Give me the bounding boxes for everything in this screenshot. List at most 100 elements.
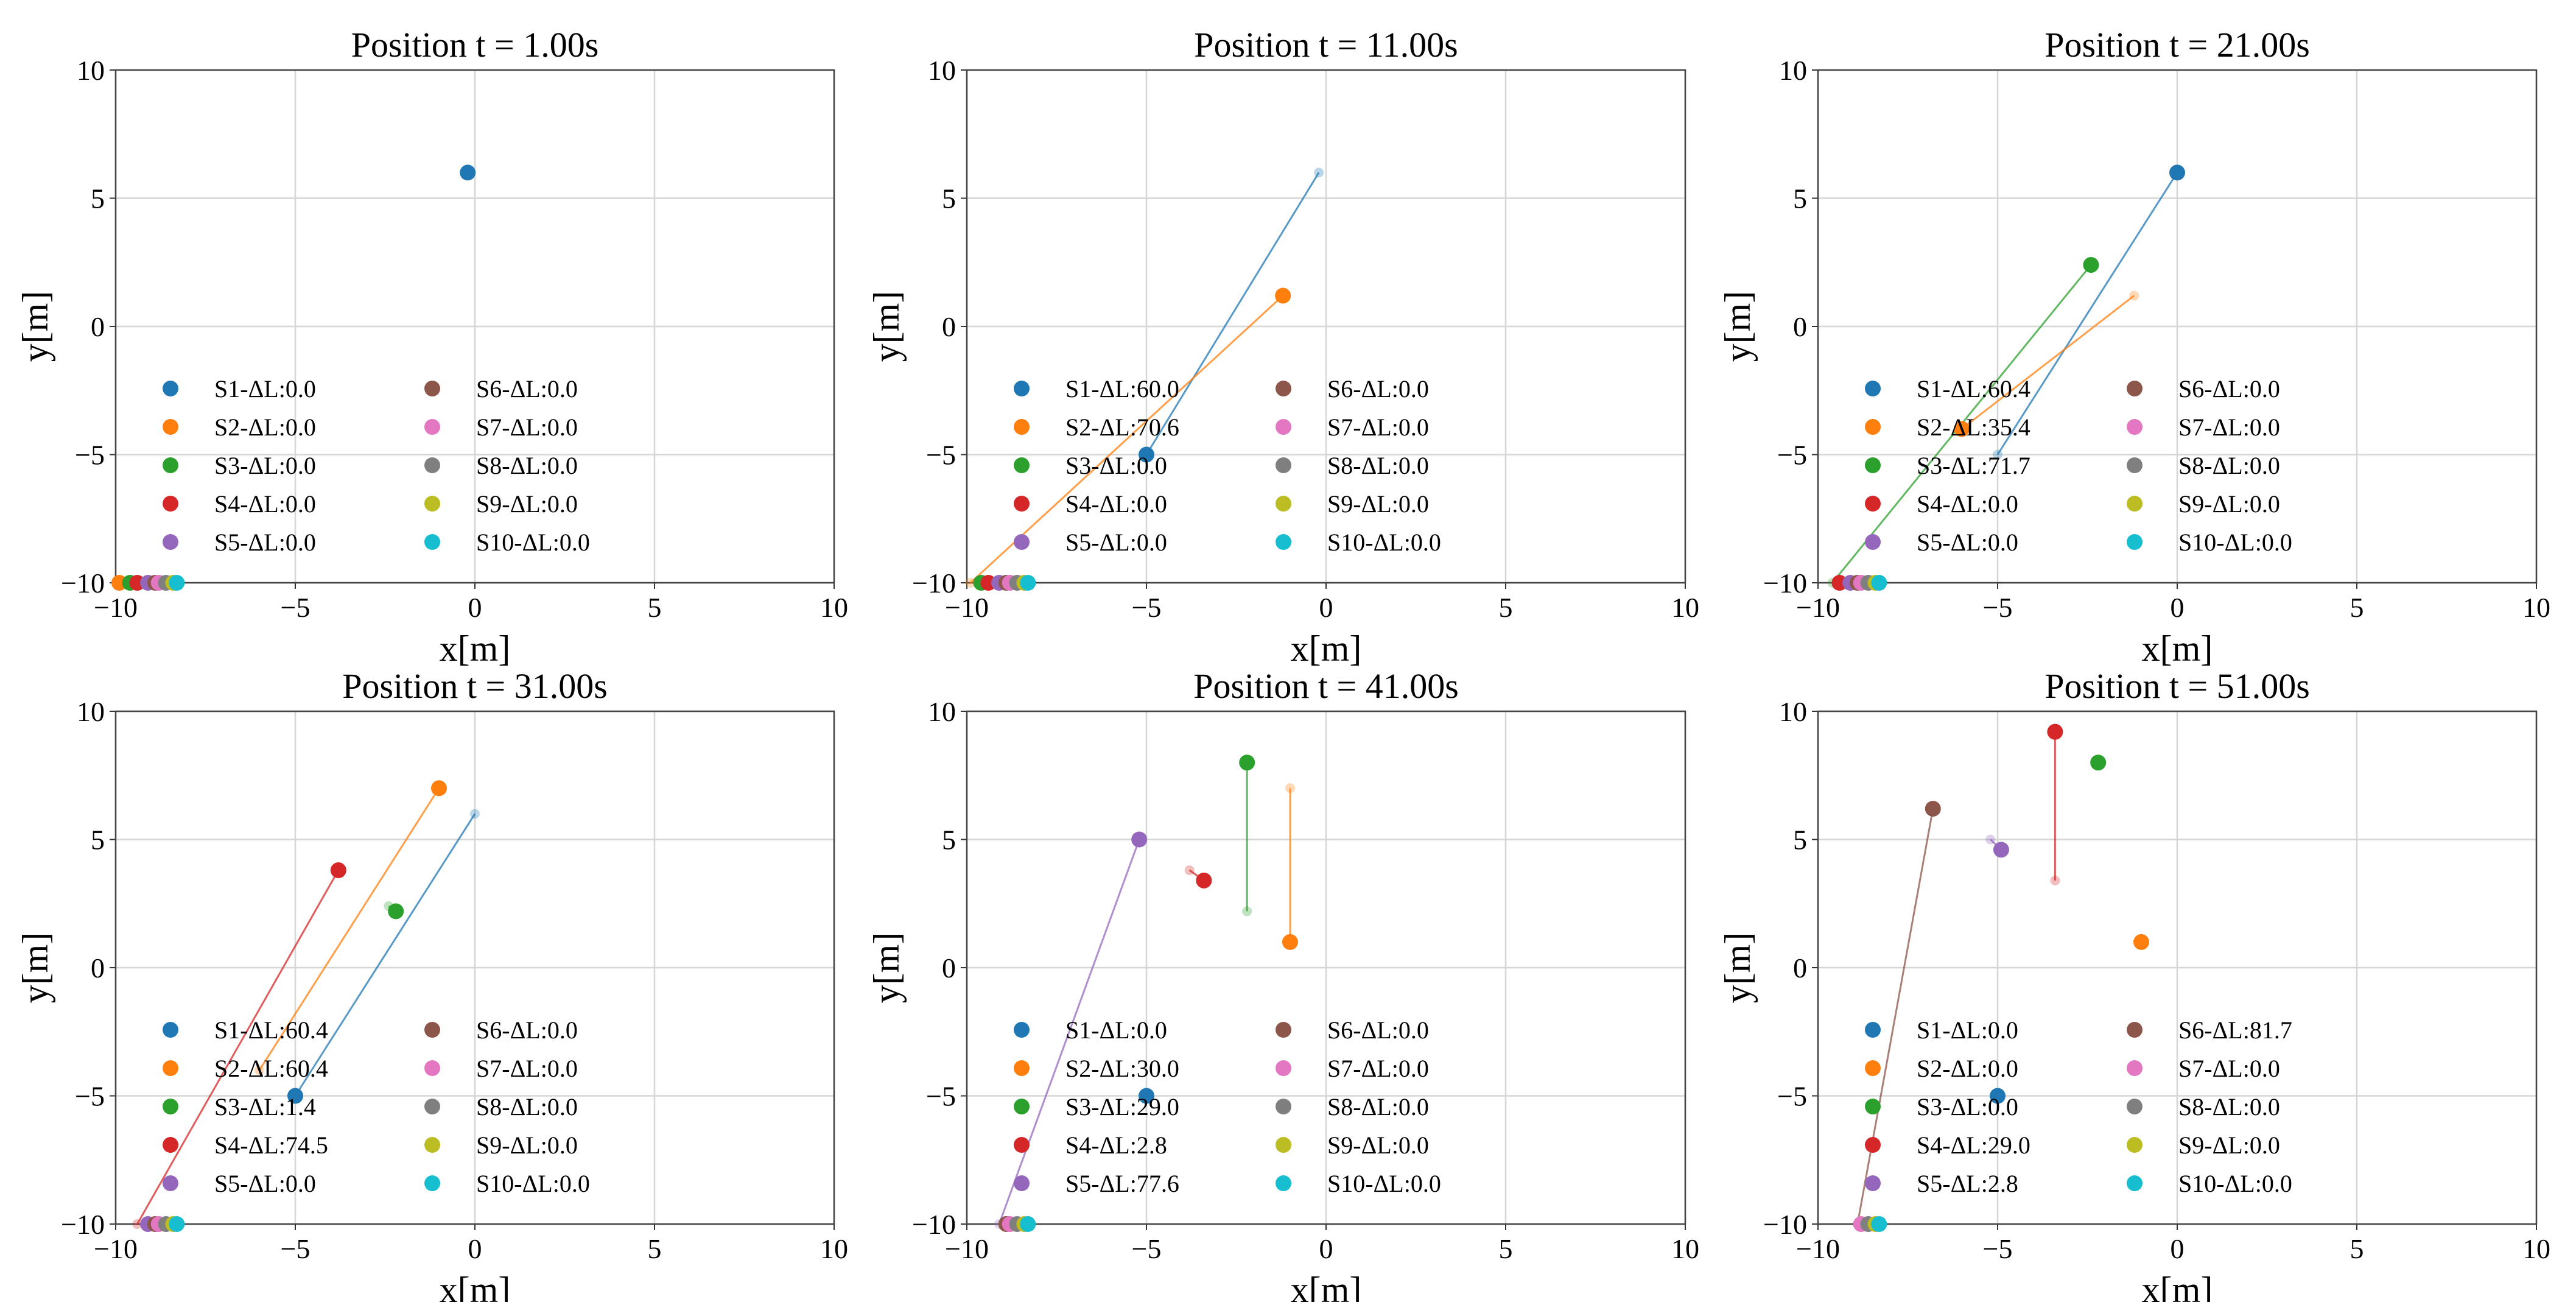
y-tick-label: 5 — [91, 183, 105, 214]
x-tick-label: 5 — [1499, 592, 1513, 623]
legend-label-s6: S6-ΔL:0.0 — [476, 375, 578, 403]
legend-marker-s8 — [2127, 1099, 2143, 1114]
legend-label-s10: S10-ΔL:0.0 — [476, 1170, 590, 1197]
axes-frame — [966, 710, 1686, 1225]
point-s3 — [388, 903, 404, 920]
point-s2 — [1954, 421, 1970, 437]
legend-marker-s9 — [424, 1137, 440, 1153]
legend-marker-s7 — [1276, 1060, 1291, 1076]
x-tick-label: 10 — [2522, 592, 2550, 623]
y-tick-label: −5 — [1777, 1081, 1807, 1112]
point-s10 — [1871, 1216, 1887, 1232]
point-s1 — [460, 164, 476, 181]
point-s4 — [330, 862, 346, 879]
plot-title: Position t = 41.00s — [1193, 666, 1459, 706]
subplot-3: Position t = 21.00s −10−10 −5 −5 0 0 5 5 10 10 x[m… — [1718, 25, 2550, 669]
trajectory-line-s1 — [1996, 172, 2178, 456]
y-tick-label: −5 — [926, 440, 956, 471]
legend-label-s2: S2-ΔL:0.0 — [214, 413, 316, 441]
y-axis-label: y[m] — [866, 291, 907, 362]
legend-marker-s7 — [424, 1060, 440, 1076]
previous-point-s3 — [1242, 906, 1252, 917]
legend-marker-s2 — [1014, 1060, 1030, 1076]
legend-label-s3: S3-ΔL:71.7 — [1917, 452, 2030, 479]
legend-label-s3: S3-ΔL:1.4 — [214, 1093, 316, 1121]
legend-marker-s4 — [1865, 1137, 1881, 1153]
legend-marker-s9 — [1276, 1137, 1291, 1153]
legend-label-s8: S8-ΔL:0.0 — [2178, 1093, 2280, 1121]
y-tick-label: 10 — [77, 696, 105, 727]
y-tick-label: 0 — [1793, 311, 1807, 342]
subplot-4: Position t = 31.00s −10−10 −5 −5 0 0 5 5 10 10 x[m… — [15, 666, 848, 1302]
point-s3 — [1239, 755, 1255, 771]
x-tick-label: 10 — [1671, 1233, 1699, 1264]
legend-marker-s1 — [1865, 381, 1881, 396]
y-tick-label: 5 — [942, 825, 956, 856]
previous-point-s4 — [1184, 865, 1195, 876]
legend-marker-s6 — [1276, 381, 1291, 396]
legend-marker-s9 — [2127, 496, 2143, 512]
legend-marker-s10 — [1276, 1175, 1291, 1191]
legend-label-s9: S9-ΔL:0.0 — [476, 1131, 578, 1159]
plot-title: Position t = 31.00s — [342, 666, 608, 706]
x-tick-label: 5 — [648, 1233, 662, 1264]
previous-point-s4 — [132, 1219, 142, 1229]
legend-label-s2: S2-ΔL:70.6 — [1065, 413, 1179, 441]
legend-marker-s6 — [2127, 1022, 2143, 1038]
axes-frame — [114, 69, 835, 584]
x-tick-label: 10 — [1671, 592, 1699, 623]
legend-label-s6: S6-ΔL:81.7 — [2178, 1016, 2292, 1044]
y-tick-label: −10 — [912, 1209, 956, 1240]
legend-label-s3: S3-ΔL:0.0 — [1065, 452, 1167, 479]
axes-frame — [966, 69, 1686, 584]
y-tick-label: −10 — [1763, 568, 1807, 599]
legend-marker-s6 — [2127, 381, 2143, 396]
legend-marker-s10 — [1276, 534, 1291, 550]
x-tick-label: −10 — [1796, 1233, 1840, 1264]
point-s4 — [1196, 872, 1212, 889]
legend-label-s4: S4-ΔL:0.0 — [1917, 490, 2018, 518]
y-tick-label: 0 — [91, 311, 105, 342]
x-tick-label: −5 — [1983, 592, 2013, 623]
plot-title: Position t = 21.00s — [2044, 25, 2310, 65]
legend-label-s10: S10-ΔL:0.0 — [2178, 1170, 2292, 1197]
previous-point-s2 — [1285, 783, 1295, 794]
subplot-6: Position t = 51.00s −10−10 −5 −5 0 0 5 5 10 10 x[m… — [1718, 666, 2550, 1302]
previous-point-s2 — [965, 578, 975, 588]
legend-marker-s2 — [163, 1060, 178, 1076]
previous-point-s5 — [1985, 834, 1996, 845]
legend-label-s1: S1-ΔL:0.0 — [1917, 1016, 2018, 1044]
x-tick-label: −5 — [1132, 1233, 1162, 1264]
legend-label-s10: S10-ΔL:0.0 — [1327, 529, 1441, 556]
y-axis-label: y[m] — [15, 932, 55, 1004]
y-tick-label: 10 — [928, 696, 956, 727]
point-s10 — [1871, 575, 1887, 591]
y-tick-label: −10 — [912, 568, 956, 599]
legend-label-s1: S1-ΔL:60.0 — [1065, 375, 1179, 403]
y-tick-label: 10 — [928, 55, 956, 86]
point-s10 — [169, 575, 185, 591]
legend-label-s3: S3-ΔL:29.0 — [1065, 1093, 1179, 1121]
x-axis-label: x[m] — [440, 628, 511, 669]
y-tick-label: −10 — [1763, 1209, 1807, 1240]
legend-label-s3: S3-ΔL:0.0 — [1917, 1093, 2018, 1121]
x-tick-label: 0 — [468, 592, 482, 623]
point-s2 — [1275, 287, 1291, 304]
legend-label-s2: S2-ΔL:30.0 — [1065, 1055, 1179, 1082]
legend-marker-s1 — [163, 1022, 178, 1038]
y-tick-label: −5 — [1777, 440, 1807, 471]
previous-point-s1 — [1993, 449, 2002, 460]
legend-label-s4: S4-ΔL:0.0 — [214, 490, 316, 518]
trajectory-line-s1 — [1145, 172, 1320, 456]
legend-marker-s10 — [2127, 534, 2143, 550]
legend-marker-s8 — [1276, 457, 1291, 473]
legend-marker-s10 — [424, 1175, 440, 1191]
legend-marker-s4 — [163, 496, 178, 512]
point-s1 — [1139, 1088, 1154, 1104]
x-tick-label: 10 — [820, 592, 848, 623]
legend-marker-s3 — [1865, 457, 1881, 473]
x-tick-label: 0 — [2171, 1233, 2185, 1264]
legend-marker-s3 — [1014, 457, 1030, 473]
legend-marker-s9 — [2127, 1137, 2143, 1153]
y-tick-label: 5 — [1793, 825, 1807, 856]
